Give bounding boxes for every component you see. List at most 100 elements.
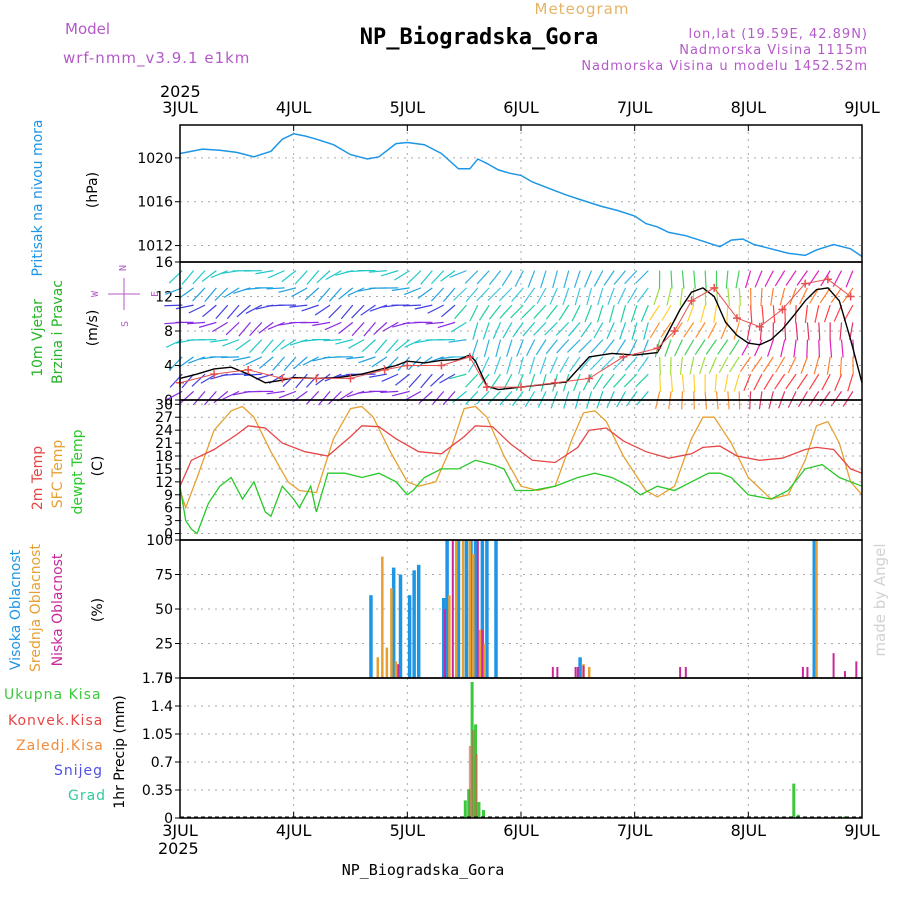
wind-arrow	[371, 356, 388, 368]
cloud-bar	[412, 570, 416, 678]
precip-bar	[477, 802, 481, 818]
wind-arrow	[843, 304, 854, 322]
wind-arrow	[744, 270, 752, 289]
wind-arrow	[660, 322, 672, 338]
wind-arrow	[289, 304, 308, 308]
wind-arrow	[592, 373, 604, 390]
pressure-panel: 1012 1016 1020	[137, 125, 863, 262]
wind-arrow	[187, 321, 206, 325]
wind-arrow	[238, 321, 251, 337]
wind-arrow	[720, 322, 729, 340]
wind-arrow	[627, 287, 638, 304]
wind-arrow	[306, 270, 320, 285]
pressure-legend: Pritisak na nivou mora (hPa)	[30, 119, 101, 276]
cloud-bar	[801, 666, 804, 678]
wind-arrow	[404, 287, 422, 296]
wind-arrow	[814, 304, 820, 323]
lonlat: lon,lat (19.59E, 42.89N)	[688, 27, 868, 42]
y-tick-label: 18	[155, 449, 173, 465]
wind-arrow	[573, 270, 581, 288]
wind-arrow	[472, 322, 479, 340]
y-tick-label: 1.05	[142, 727, 173, 743]
y-tick-label: 30	[155, 397, 173, 413]
sfc-legend: SFC Temp	[50, 440, 66, 509]
cloud-bar	[376, 657, 380, 678]
cloud-bar	[443, 609, 446, 678]
y-tick-label: 6	[164, 501, 173, 517]
wind-arrow	[204, 287, 217, 303]
wind-arrow	[774, 373, 786, 390]
wind-arrow	[800, 356, 809, 374]
wind-arrow	[692, 287, 695, 306]
wind-arrow	[818, 339, 821, 358]
wind-arrow	[539, 356, 547, 375]
cloud-unit: (%)	[90, 598, 106, 622]
wind-arrow	[762, 356, 774, 373]
wind-arrow	[478, 304, 490, 321]
wind-arrow	[225, 321, 240, 336]
wind-arrow	[521, 304, 536, 319]
wind-arrow	[613, 270, 627, 285]
wind-arrow	[188, 304, 206, 314]
y-tick-label: 1016	[137, 195, 173, 211]
y-tick-label: 75	[155, 568, 173, 584]
day-label: 7JUL	[617, 821, 653, 840]
wind-arrow	[808, 373, 820, 390]
wind-arrow	[606, 322, 615, 340]
cloud-bar	[582, 665, 585, 678]
wind-arrow	[830, 391, 843, 407]
wind-arrow	[693, 270, 696, 289]
wind-arrow	[430, 287, 445, 302]
wind-arrow	[582, 373, 593, 391]
day-label: 5JUL	[390, 98, 426, 117]
wind-arrow	[761, 305, 765, 324]
wind-arrow	[280, 339, 297, 350]
wind-arrow	[707, 322, 718, 339]
temp2m-line	[179, 425, 863, 487]
wind-arrow	[679, 356, 684, 375]
cloud-bar	[454, 540, 458, 678]
precip-bar	[470, 682, 474, 818]
temp-legend: 2m Temp SFC Temp dewpt Temp (C)	[30, 429, 106, 514]
wind-arrow	[437, 321, 456, 329]
precip-bar	[467, 789, 471, 818]
compass-s: S	[120, 321, 131, 327]
wind-arrow	[729, 356, 740, 373]
precip-bar	[475, 754, 478, 818]
wind-arrow	[420, 373, 433, 389]
day-label: 5JUL	[390, 821, 426, 840]
legend-snow: Snijeg	[54, 763, 103, 779]
wind-arrow	[464, 270, 479, 284]
wind-arrow	[395, 339, 410, 352]
wind-arrow	[301, 304, 319, 312]
dewpt-line	[179, 459, 863, 535]
wind-arrow	[819, 391, 831, 407]
y-tick-label: 27	[155, 410, 173, 426]
precip-ylabel: 1hr Precip (mm)	[112, 695, 128, 808]
cloud-bar	[381, 556, 384, 678]
wind-arrow	[797, 391, 808, 408]
wind-arrow	[499, 287, 513, 302]
y-tick-label: 0	[164, 393, 173, 409]
wind-arrow	[623, 373, 638, 388]
compass-e: E	[150, 291, 161, 297]
wind-arrow	[324, 321, 342, 331]
year-top: 2025	[160, 82, 201, 101]
wind-arrow	[282, 373, 297, 387]
wind-arrow	[338, 321, 354, 334]
wind-arrow	[192, 287, 206, 302]
wind-arrow	[198, 321, 217, 328]
precip-legend: Ukupna Kisa Konvek.Kisa Zaledj.Kisa Snij…	[4, 687, 128, 809]
cloud-bar	[855, 661, 858, 678]
wind-arrow	[681, 270, 685, 289]
wind-arrow	[693, 374, 696, 393]
wind-arrow	[293, 356, 308, 370]
wind-arrow	[743, 373, 752, 392]
y-tick-label: 12	[155, 475, 173, 491]
wind-arrow	[393, 270, 410, 281]
wind-arrow	[597, 287, 604, 306]
wind-arrow	[733, 373, 740, 392]
wind-arrow	[820, 270, 831, 287]
wind-arrow	[210, 270, 228, 279]
cloud-panel: 0 25 50 75 100	[146, 533, 862, 687]
